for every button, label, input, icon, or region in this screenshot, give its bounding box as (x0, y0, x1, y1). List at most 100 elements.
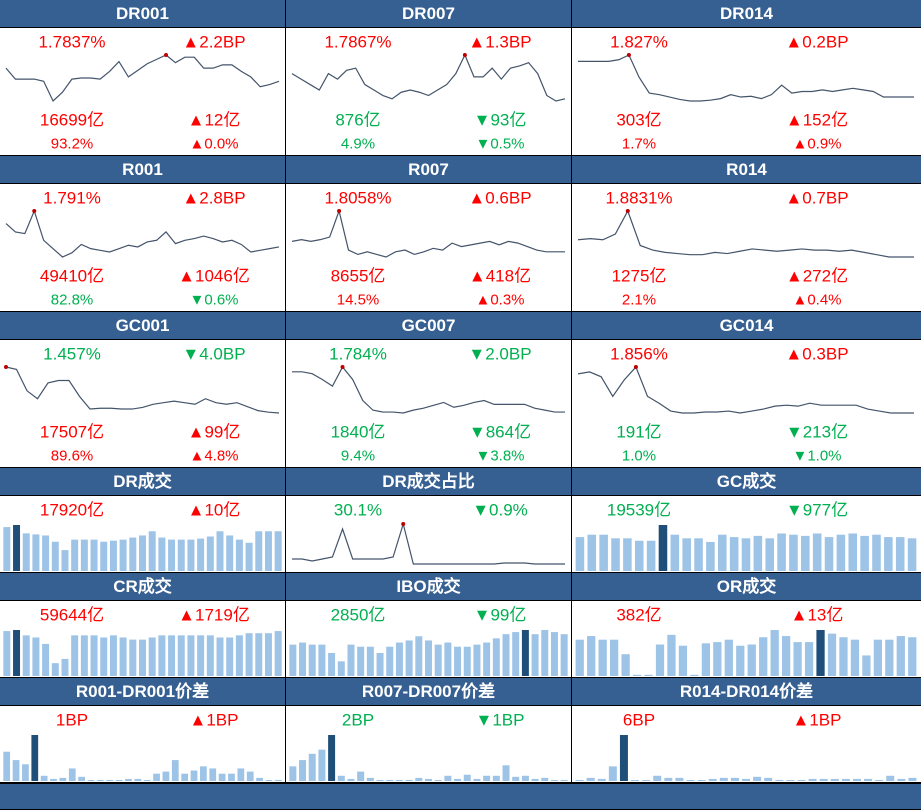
arrow-up-icon: ▲ (187, 422, 205, 442)
arrow-up-icon: ▲ (189, 710, 207, 730)
arrow-up-icon: ▲ (178, 266, 195, 286)
panel-body: 1.7867% ▲1.3BP 876亿 ▼93亿 4.9% ▼0.5% (286, 28, 571, 155)
bar (483, 642, 491, 676)
bar (366, 777, 374, 781)
panel-title: DR014 (572, 0, 921, 28)
panel-r014-dr014价差: R014-DR014价差 6BP ▲1BP (572, 678, 921, 783)
volume-change: ▲99亿 (188, 424, 241, 441)
bar (747, 644, 756, 676)
bar (187, 539, 195, 571)
bar (425, 640, 432, 676)
rate-change-value: 2.2BP (199, 32, 246, 52)
share: 93.2% (51, 137, 94, 152)
bar (492, 638, 500, 676)
bar (148, 637, 156, 676)
dashboard-grid: DR001 1.7837% ▲2.2BP 16699亿 ▲12亿 93.2% ▲0.0% DR… (0, 0, 921, 783)
rate-change: ▲0.3BP (785, 346, 848, 363)
sparkline-chart (5, 53, 280, 102)
share: 82.8% (51, 293, 94, 308)
bar (598, 639, 607, 676)
arrow-down-icon: ▼ (472, 500, 490, 520)
rate: 1.856% (610, 346, 668, 363)
panel-title: R007-DR007价差 (286, 678, 571, 706)
rate-change: ▲2.8BP (182, 190, 245, 207)
panel-body: 1.8058% ▲0.6BP 8655亿 ▲418亿 14.5% ▲0.3% (286, 184, 571, 311)
bar (71, 635, 79, 676)
panel-title: DR007 (286, 0, 571, 28)
bar (587, 534, 597, 571)
bar (675, 777, 684, 781)
sparkline-chart (292, 365, 565, 414)
bar (610, 639, 619, 676)
arrow-up-icon: ▲ (468, 266, 486, 286)
bar (216, 531, 224, 571)
bar (492, 775, 500, 781)
share-change-value: 0.4% (807, 291, 842, 309)
bar-current (816, 630, 825, 676)
bar (119, 637, 127, 676)
bar (454, 778, 462, 781)
volume-value: 1275亿 (611, 266, 667, 286)
bar-chart (3, 525, 282, 571)
panel-title: R014 (572, 156, 921, 184)
bar (608, 766, 617, 781)
bar (347, 644, 355, 676)
arrow-down-icon: ▼ (473, 110, 491, 130)
value-value: 17920亿 (39, 500, 105, 520)
sparkline (292, 521, 565, 565)
panel-title: GC014 (572, 312, 921, 340)
share-change: ▲0.4% (792, 293, 841, 308)
bar (3, 751, 11, 781)
bar (664, 777, 673, 781)
arrow-up-icon: ▲ (189, 447, 205, 465)
bar (434, 644, 442, 676)
share-change-value: 3.8% (490, 447, 525, 465)
bar (337, 775, 345, 781)
bar (531, 634, 539, 676)
bar (206, 536, 214, 571)
arrow-down-icon: ▼ (468, 422, 486, 442)
bar (274, 779, 282, 781)
bar (218, 773, 226, 781)
panel-gc014: GC014 1.856% ▲0.3BP 191亿 ▼213亿 1.0% ▼1.0% (572, 312, 921, 468)
rate-change-value: 4.0BP (199, 344, 246, 364)
arrow-up-icon: ▲ (785, 188, 803, 208)
bar (512, 632, 520, 676)
share-change-value: 0.6% (204, 291, 239, 309)
value-change: ▼99亿 (474, 607, 527, 624)
arrow-up-icon: ▲ (792, 710, 810, 730)
value: 19539亿 (607, 502, 671, 519)
volume-value: 17507亿 (39, 422, 105, 442)
share-change: ▼0.5% (475, 137, 524, 152)
arrow-down-icon: ▼ (792, 447, 808, 465)
bar (12, 760, 20, 781)
bar (531, 778, 539, 781)
value: 17920亿 (40, 502, 104, 519)
rate-value: 1.784% (329, 344, 387, 364)
bar (22, 635, 30, 676)
bar (90, 539, 98, 571)
bar (264, 531, 272, 571)
bar (786, 780, 795, 781)
rate-change: ▲0.7BP (785, 190, 848, 207)
value-value: 2850亿 (330, 605, 386, 625)
panel-dr014: DR014 1.827% ▲0.2BP 303亿 ▲152亿 1.7% ▲0.9% (572, 0, 921, 156)
bar-current (619, 735, 628, 781)
bar (819, 778, 828, 781)
panel-body: 1BP ▲1BP (0, 706, 285, 782)
bar-current (521, 630, 529, 676)
bar (848, 533, 858, 571)
bar (765, 538, 774, 571)
panel-title: GC007 (286, 312, 571, 340)
bar (119, 539, 127, 571)
bar (753, 776, 762, 781)
arrow-up-icon: ▲ (792, 135, 808, 153)
value-value: 30.1% (333, 500, 383, 520)
value-value: 1BP (55, 710, 89, 730)
max-point-marker (462, 53, 467, 57)
max-point-marker (626, 53, 631, 57)
bar (109, 540, 117, 571)
bar (886, 775, 895, 781)
panel-gc001: GC001 1.457% ▼4.0BP 17507亿 ▲99亿 89.6% ▲4.8% (0, 312, 286, 468)
bar-chart (575, 630, 917, 676)
